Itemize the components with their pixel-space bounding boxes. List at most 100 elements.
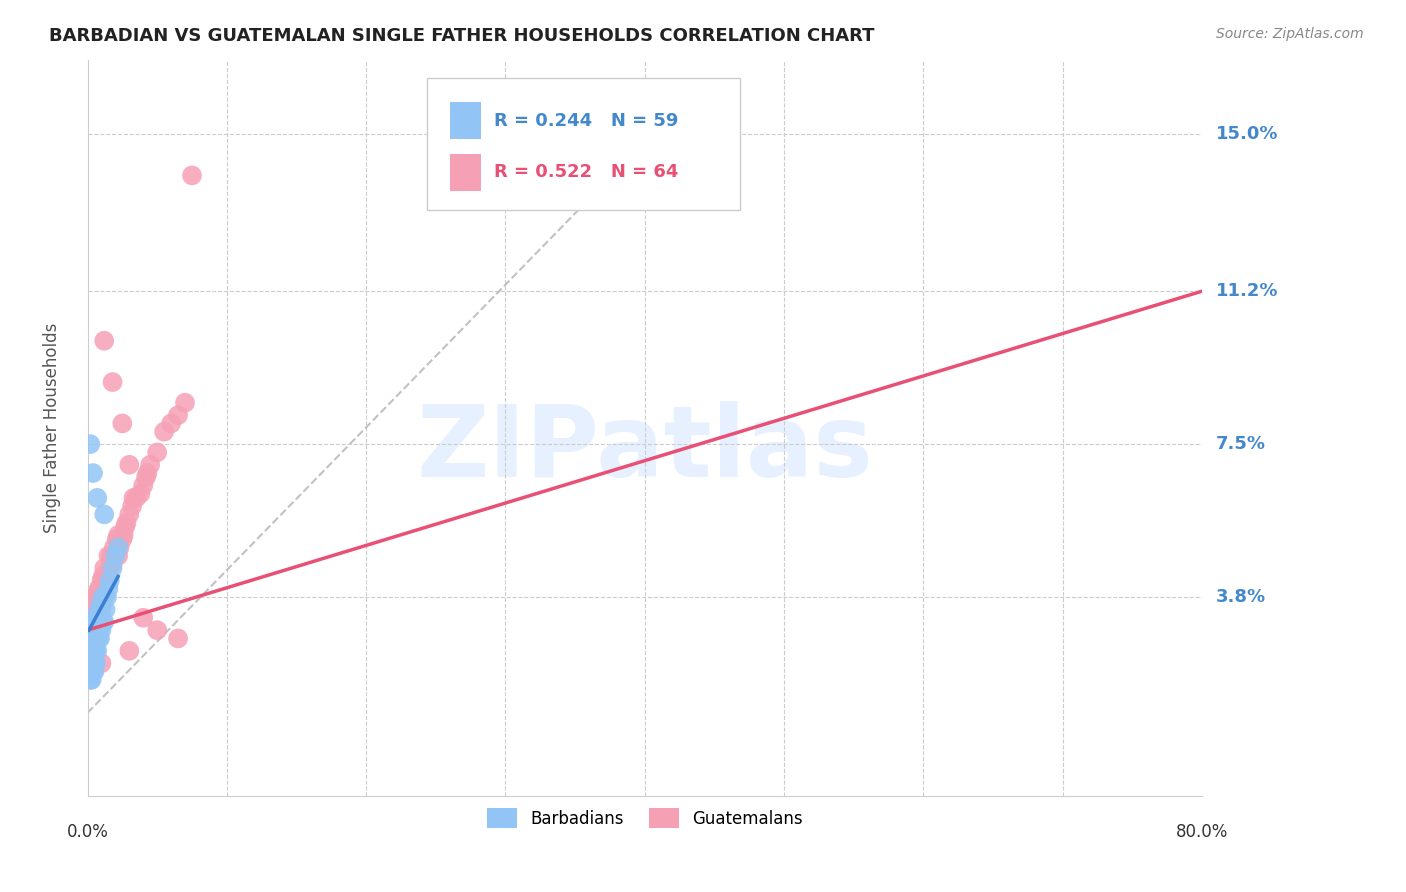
Text: 15.0%: 15.0% (1216, 125, 1278, 143)
Point (91, 615, 114, 629)
Point (90, 574, 112, 588)
Point (83, 611, 105, 625)
Point (80, 657, 103, 671)
Point (89, 599, 111, 613)
Point (100, 549, 122, 563)
Point (160, 417, 183, 431)
Point (89, 602, 111, 616)
Text: Source: ZipAtlas.com: Source: ZipAtlas.com (1216, 27, 1364, 41)
Point (108, 541, 131, 555)
Point (103, 541, 125, 555)
Point (107, 549, 129, 563)
Point (91, 590, 114, 604)
Point (77, 665, 100, 679)
Point (118, 508, 141, 522)
Point (83, 623, 105, 637)
Point (89, 615, 111, 629)
Point (83, 623, 105, 637)
Point (107, 528, 129, 542)
Point (93, 508, 115, 522)
Point (77, 640, 100, 654)
Point (82, 665, 104, 679)
Point (84, 632, 107, 646)
Point (87, 611, 110, 625)
Point (174, 396, 197, 410)
Point (84, 611, 107, 625)
Point (83, 611, 105, 625)
Point (125, 491, 148, 505)
Point (104, 549, 127, 563)
Point (101, 375, 124, 389)
Point (94, 574, 117, 588)
Point (80, 648, 103, 662)
Point (89, 632, 111, 646)
Point (146, 623, 169, 637)
Text: 7.5%: 7.5% (1216, 435, 1265, 453)
Point (83, 590, 105, 604)
Point (112, 528, 135, 542)
Point (79, 665, 101, 679)
Point (79, 623, 101, 637)
Point (83, 632, 105, 646)
Point (98, 561, 121, 575)
Point (84, 644, 107, 658)
Point (93, 590, 115, 604)
Point (79, 623, 101, 637)
Point (86, 590, 108, 604)
Point (87, 623, 110, 637)
Point (86, 491, 108, 505)
Point (90, 602, 112, 616)
Point (77, 648, 100, 662)
Point (118, 458, 141, 472)
Point (83, 657, 105, 671)
Point (97, 549, 120, 563)
Point (93, 615, 115, 629)
Point (153, 425, 176, 439)
Point (82, 657, 104, 671)
Point (96, 569, 118, 583)
Point (84, 599, 107, 613)
Point (132, 478, 155, 492)
Point (118, 644, 141, 658)
Point (129, 487, 152, 501)
Point (181, 169, 204, 183)
Point (139, 458, 162, 472)
Point (93, 590, 115, 604)
Legend: Barbadians, Guatemalans: Barbadians, Guatemalans (481, 801, 810, 835)
Point (83, 665, 105, 679)
Text: 3.8%: 3.8% (1216, 588, 1267, 606)
Text: 80.0%: 80.0% (1175, 823, 1229, 841)
Point (89, 582, 111, 596)
FancyBboxPatch shape (450, 153, 481, 191)
Text: R = 0.244   N = 59: R = 0.244 N = 59 (495, 112, 679, 129)
Point (101, 561, 124, 575)
Point (111, 417, 134, 431)
Point (80, 665, 103, 679)
Point (82, 623, 104, 637)
Point (87, 607, 110, 621)
Point (86, 644, 108, 658)
Point (87, 582, 110, 596)
Point (80, 632, 103, 646)
Point (104, 549, 127, 563)
Point (79, 644, 101, 658)
Point (87, 632, 110, 646)
Y-axis label: Single Father Households: Single Father Households (44, 322, 60, 533)
Point (79, 632, 101, 646)
Point (82, 602, 104, 616)
Point (90, 657, 112, 671)
Point (105, 532, 128, 546)
Point (97, 582, 120, 596)
Point (94, 602, 117, 616)
Point (80, 615, 103, 629)
Point (97, 566, 120, 580)
Point (90, 599, 112, 613)
FancyBboxPatch shape (450, 103, 481, 139)
Point (79, 673, 101, 687)
Point (122, 491, 145, 505)
Point (82, 644, 104, 658)
Point (96, 590, 118, 604)
Point (86, 611, 108, 625)
Point (93, 561, 115, 575)
Point (111, 532, 134, 546)
